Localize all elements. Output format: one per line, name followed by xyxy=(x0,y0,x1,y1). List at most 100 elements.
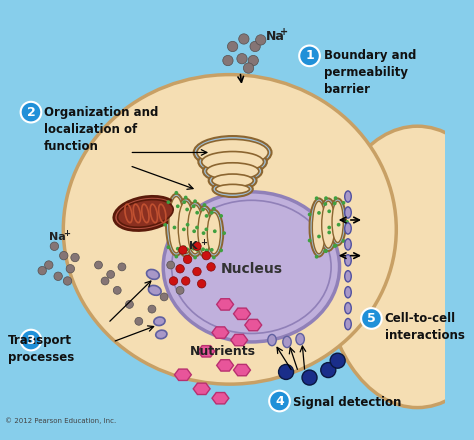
Ellipse shape xyxy=(345,271,351,282)
Circle shape xyxy=(107,271,115,279)
Text: 4: 4 xyxy=(275,395,284,407)
Ellipse shape xyxy=(345,207,351,218)
Ellipse shape xyxy=(212,181,253,197)
Ellipse shape xyxy=(212,174,253,187)
Circle shape xyxy=(160,293,168,301)
Ellipse shape xyxy=(201,151,264,172)
Circle shape xyxy=(193,256,197,260)
Circle shape xyxy=(210,211,214,215)
Circle shape xyxy=(201,247,205,251)
Ellipse shape xyxy=(345,255,351,266)
Ellipse shape xyxy=(283,336,291,348)
Circle shape xyxy=(269,391,290,411)
Text: Na: Na xyxy=(265,29,284,43)
Ellipse shape xyxy=(319,198,337,251)
Circle shape xyxy=(334,196,337,200)
Ellipse shape xyxy=(148,286,161,295)
Circle shape xyxy=(176,247,180,251)
Polygon shape xyxy=(212,327,229,338)
Circle shape xyxy=(330,353,345,368)
Circle shape xyxy=(328,231,331,235)
Ellipse shape xyxy=(345,191,351,202)
Text: Cell-to-cell
interactions: Cell-to-cell interactions xyxy=(384,312,465,342)
Ellipse shape xyxy=(296,334,304,345)
Circle shape xyxy=(205,249,209,252)
Circle shape xyxy=(21,330,41,350)
Circle shape xyxy=(192,229,196,233)
Circle shape xyxy=(186,223,190,227)
Text: +: + xyxy=(281,27,289,37)
Ellipse shape xyxy=(203,160,262,183)
Circle shape xyxy=(193,268,201,276)
Polygon shape xyxy=(198,346,215,357)
Circle shape xyxy=(50,242,59,250)
Circle shape xyxy=(342,239,346,243)
Circle shape xyxy=(255,35,266,45)
Ellipse shape xyxy=(268,334,276,346)
Circle shape xyxy=(21,102,41,122)
Text: Nucleus: Nucleus xyxy=(220,262,283,276)
Circle shape xyxy=(337,223,340,227)
Ellipse shape xyxy=(175,198,196,257)
Circle shape xyxy=(118,263,126,271)
Text: Na: Na xyxy=(49,232,65,242)
Text: 3: 3 xyxy=(27,334,35,347)
Circle shape xyxy=(185,247,189,251)
Ellipse shape xyxy=(154,317,165,326)
Circle shape xyxy=(195,248,199,252)
Circle shape xyxy=(223,55,233,66)
Circle shape xyxy=(213,229,217,233)
Circle shape xyxy=(184,196,188,199)
Circle shape xyxy=(176,205,180,208)
Circle shape xyxy=(219,249,223,252)
Circle shape xyxy=(38,267,46,275)
Circle shape xyxy=(323,249,327,253)
Circle shape xyxy=(166,200,170,204)
Ellipse shape xyxy=(204,210,223,257)
Ellipse shape xyxy=(195,206,214,257)
Ellipse shape xyxy=(178,201,193,254)
Ellipse shape xyxy=(329,198,346,246)
Circle shape xyxy=(163,223,167,227)
Circle shape xyxy=(195,211,199,215)
Circle shape xyxy=(64,277,72,285)
Circle shape xyxy=(243,63,254,73)
Circle shape xyxy=(205,214,209,218)
Circle shape xyxy=(66,264,74,273)
Circle shape xyxy=(183,255,192,264)
Circle shape xyxy=(192,247,196,251)
Ellipse shape xyxy=(345,303,351,314)
Circle shape xyxy=(174,191,178,194)
Ellipse shape xyxy=(324,126,474,407)
Text: Organization and
localization of
function: Organization and localization of functio… xyxy=(44,106,158,153)
Ellipse shape xyxy=(345,286,351,298)
Ellipse shape xyxy=(345,239,351,250)
Text: Signal detection: Signal detection xyxy=(292,396,401,409)
Ellipse shape xyxy=(166,194,187,256)
Circle shape xyxy=(176,264,184,273)
Circle shape xyxy=(361,308,382,329)
Ellipse shape xyxy=(345,223,351,234)
Circle shape xyxy=(308,213,311,216)
Circle shape xyxy=(113,286,121,294)
Ellipse shape xyxy=(188,205,202,254)
Ellipse shape xyxy=(332,201,343,242)
Circle shape xyxy=(321,363,336,378)
Circle shape xyxy=(219,214,223,218)
Circle shape xyxy=(315,196,319,200)
Circle shape xyxy=(328,209,331,213)
Circle shape xyxy=(169,277,178,285)
Circle shape xyxy=(222,231,226,235)
Circle shape xyxy=(148,305,156,313)
Ellipse shape xyxy=(199,148,267,176)
Circle shape xyxy=(135,317,143,325)
Circle shape xyxy=(299,46,320,66)
Text: © 2012 Pearson Education, Inc.: © 2012 Pearson Education, Inc. xyxy=(5,417,116,424)
Circle shape xyxy=(317,235,321,238)
Ellipse shape xyxy=(64,75,396,384)
Circle shape xyxy=(198,279,206,288)
Text: 1: 1 xyxy=(305,49,314,62)
Circle shape xyxy=(167,261,174,269)
Polygon shape xyxy=(217,299,234,310)
Circle shape xyxy=(182,246,186,249)
